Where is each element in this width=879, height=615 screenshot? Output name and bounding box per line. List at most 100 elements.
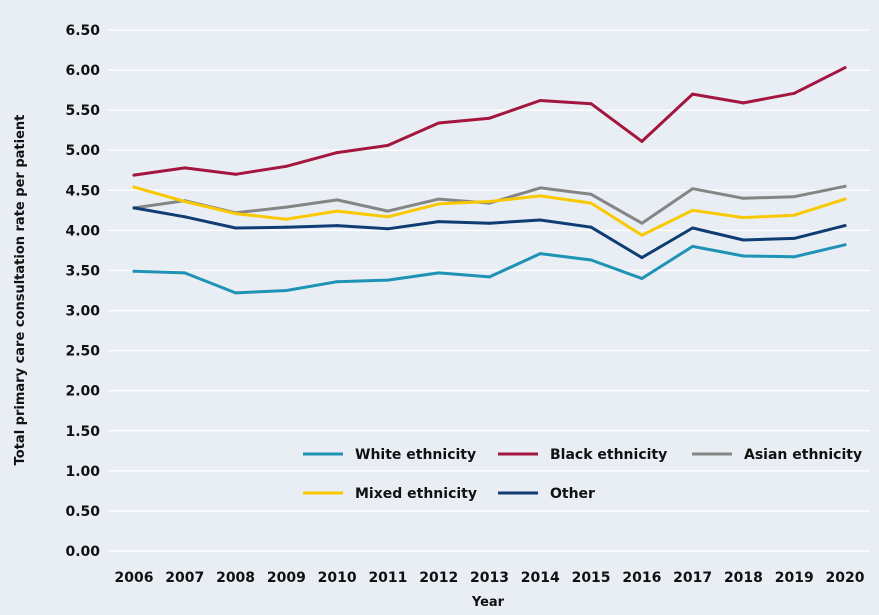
data-point — [792, 236, 796, 240]
x-tick-label: 2015 — [572, 570, 611, 586]
legend-item: Other — [498, 486, 595, 502]
data-point — [589, 192, 593, 196]
data-point — [640, 233, 644, 237]
y-tick-labels: 0.00 0.50 1.00 1.50 2.00 2.50 3.00 3.50 4.00 4.50… — [65, 23, 100, 560]
series-lines — [132, 66, 847, 295]
data-point — [183, 271, 187, 275]
x-tick-label: 2013 — [470, 570, 509, 586]
data-point — [538, 218, 542, 222]
y-tick-label: 2.00 — [65, 384, 100, 400]
data-point — [386, 227, 390, 231]
legend-label: Mixed ethnicity — [355, 486, 477, 502]
data-point — [640, 139, 644, 143]
data-point — [538, 99, 542, 103]
grid-lines — [108, 29, 870, 552]
data-point — [437, 197, 441, 201]
data-point — [335, 198, 339, 202]
data-point — [741, 254, 745, 258]
data-point — [437, 220, 441, 224]
data-point — [183, 215, 187, 219]
y-tick-label: 4.00 — [65, 223, 100, 239]
data-point — [792, 255, 796, 259]
data-point — [640, 256, 644, 260]
data-point — [284, 164, 288, 168]
data-point — [437, 121, 441, 125]
legend-label: Asian ethnicity — [744, 447, 862, 463]
data-point — [335, 151, 339, 155]
x-tick-labels: 2006 2007 2008 2009 2010 2011 2012 2013 2014 2015… — [115, 570, 865, 586]
y-tick-label: 2.50 — [65, 344, 100, 360]
x-tick-label: 2017 — [673, 570, 712, 586]
legend-label: Black ethnicity — [550, 447, 667, 463]
y-tick-label: 5.50 — [65, 103, 100, 119]
series-mixed-ethnicity — [132, 185, 847, 237]
data-point — [183, 200, 187, 204]
data-point — [335, 224, 339, 228]
legend-item: White ethnicity — [303, 447, 476, 463]
data-point — [335, 280, 339, 284]
x-tick-label: 2008 — [216, 570, 255, 586]
data-point — [691, 226, 695, 230]
x-axis-title: Year — [471, 595, 505, 610]
data-point — [843, 66, 847, 70]
data-point — [589, 225, 593, 229]
data-point — [183, 166, 187, 170]
data-point — [437, 202, 441, 206]
y-tick-label: 4.50 — [65, 183, 100, 199]
x-tick-label: 2020 — [826, 570, 865, 586]
data-point — [284, 289, 288, 292]
x-tick-label: 2014 — [521, 570, 560, 586]
series-black-ethnicity — [132, 66, 847, 177]
data-point — [386, 143, 390, 147]
y-tick-label: 0.00 — [65, 544, 100, 560]
data-point — [792, 195, 796, 199]
y-tick-label: 1.50 — [65, 424, 100, 440]
x-tick-label: 2007 — [165, 570, 204, 586]
data-point — [589, 258, 593, 262]
x-tick-label: 2011 — [368, 570, 407, 586]
y-tick-label: 5.00 — [65, 143, 100, 159]
legend-label: White ethnicity — [355, 447, 476, 463]
y-tick-label: 0.50 — [65, 504, 100, 520]
data-point — [691, 187, 695, 191]
y-axis-title: Total primary care consultation rate per… — [13, 115, 28, 466]
data-point — [284, 225, 288, 229]
data-point — [437, 271, 441, 275]
y-tick-label: 3.50 — [65, 263, 100, 279]
data-point — [488, 221, 491, 225]
data-point — [132, 269, 136, 273]
data-point — [386, 278, 390, 282]
data-point — [284, 217, 288, 221]
data-point — [691, 208, 695, 212]
y-tick-label: 3.00 — [65, 304, 100, 320]
data-point — [132, 206, 136, 210]
data-point — [284, 205, 288, 209]
data-point — [741, 101, 745, 105]
data-point — [488, 275, 491, 279]
data-point — [843, 197, 847, 201]
data-point — [741, 216, 745, 220]
legend-item: Asian ethnicity — [692, 447, 862, 463]
data-point — [640, 221, 644, 225]
data-point — [843, 243, 847, 247]
data-point — [589, 102, 593, 106]
y-tick-label: 6.50 — [65, 23, 100, 39]
x-tick-label: 2009 — [267, 570, 306, 586]
data-point — [386, 215, 390, 219]
data-point — [843, 224, 847, 228]
data-point — [234, 212, 238, 216]
legend-item: Mixed ethnicity — [303, 486, 477, 502]
data-point — [335, 209, 339, 213]
data-point — [488, 200, 491, 204]
x-tick-label: 2019 — [775, 570, 814, 586]
x-tick-label: 2016 — [622, 570, 661, 586]
data-point — [234, 291, 238, 295]
data-point — [741, 196, 745, 200]
legend: White ethnicity Black ethnicity Asian ethn… — [303, 447, 862, 502]
data-point — [640, 276, 644, 280]
data-point — [234, 226, 238, 230]
x-tick-label: 2012 — [419, 570, 458, 586]
data-point — [538, 186, 542, 190]
